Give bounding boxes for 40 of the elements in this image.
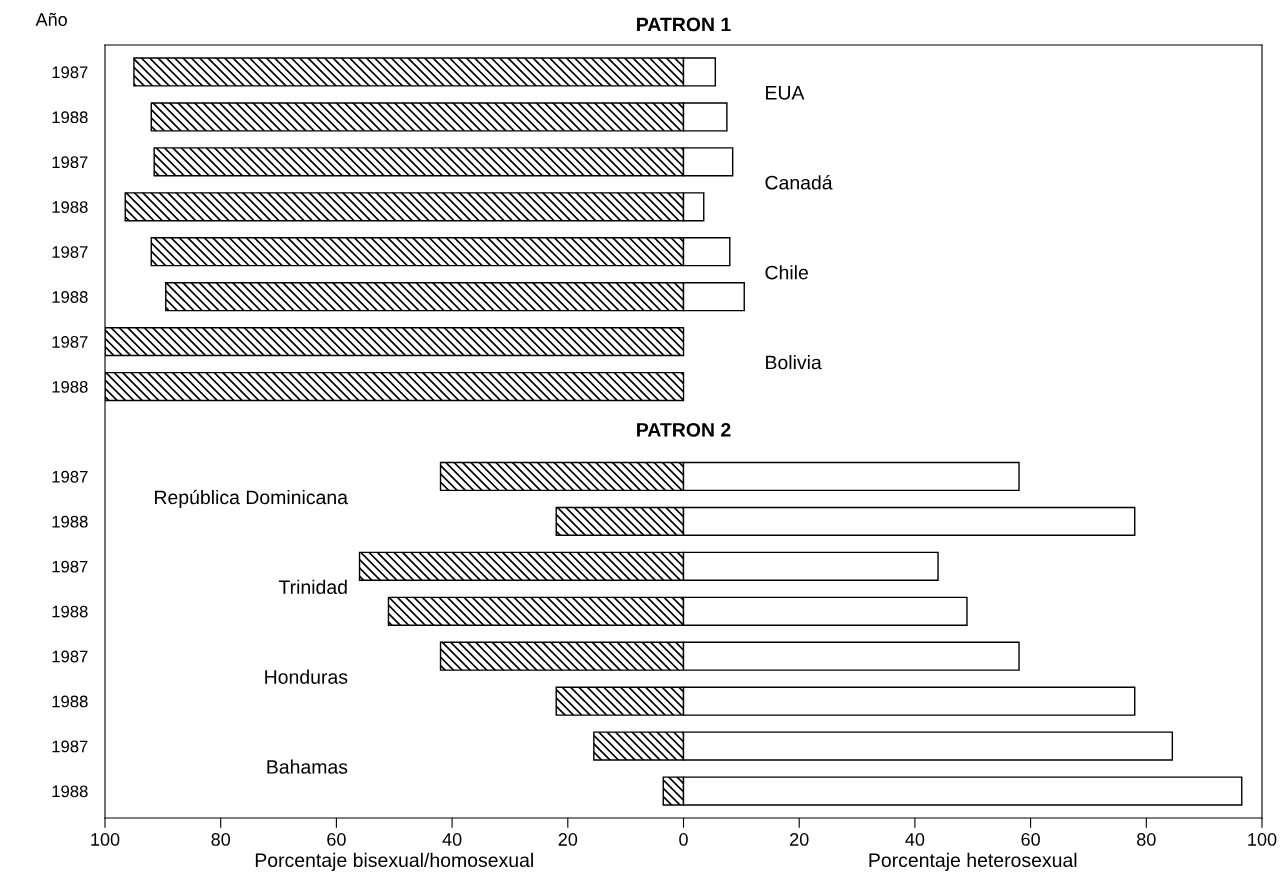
y-tick-label: 1987 xyxy=(52,336,88,348)
y-tick-label: 1987 xyxy=(52,246,88,258)
x-tick-label: 80 xyxy=(211,833,231,846)
x-tick-label: 40 xyxy=(442,833,462,846)
y-tick-label: 1988 xyxy=(52,785,88,798)
y-tick-label: 1987 xyxy=(52,740,88,753)
x-tick-label: 80 xyxy=(1137,833,1156,846)
y-tick-label: 1988 xyxy=(52,291,88,303)
y-tick-label: 1988 xyxy=(52,695,88,708)
x-tick-label: 100 xyxy=(1248,833,1277,846)
y-tick-label: 1987 xyxy=(52,560,88,573)
x-tick-label: 60 xyxy=(1021,833,1040,846)
annotation: Chile xyxy=(765,265,808,280)
y-tick-label: 1987 xyxy=(52,156,88,169)
annotation: EUA xyxy=(766,86,805,100)
y-tick-label: 1987 xyxy=(52,66,88,79)
y-tick-label: 1988 xyxy=(52,111,88,124)
x-tick-label: 60 xyxy=(327,833,346,846)
annotation: Honduras xyxy=(265,669,348,684)
annotation: República Dominicana xyxy=(155,489,348,509)
y-tick-label: 1988 xyxy=(52,515,88,528)
x-tick-label: 20 xyxy=(790,833,809,846)
y-tick-label: 1987 xyxy=(52,470,88,483)
annotation: Canadá xyxy=(765,175,833,190)
annotation: Bahamas xyxy=(267,759,348,774)
text: Porcentaje bisexual/homosexual xyxy=(255,852,533,871)
x-tick-label: 0 xyxy=(679,833,688,846)
annotation: Trinidad xyxy=(278,579,347,595)
y-tick-label: 1988 xyxy=(52,380,88,393)
x-tick-label: 100 xyxy=(91,833,120,846)
y-axis-title: Año xyxy=(35,12,67,26)
x-tick-label: 20 xyxy=(558,833,578,846)
y-tick-label: 1987 xyxy=(52,650,88,663)
x-tick-label: 40 xyxy=(905,833,925,846)
annotation: Bolivia xyxy=(766,355,822,370)
text: Porcentaje heterosexual xyxy=(869,852,1077,871)
y-tick-label: 1988 xyxy=(52,605,88,618)
chart-title: PATRON 1 xyxy=(637,17,731,32)
annotation: PATRON 2 xyxy=(637,422,731,437)
y-tick-label: 1988 xyxy=(52,201,88,213)
